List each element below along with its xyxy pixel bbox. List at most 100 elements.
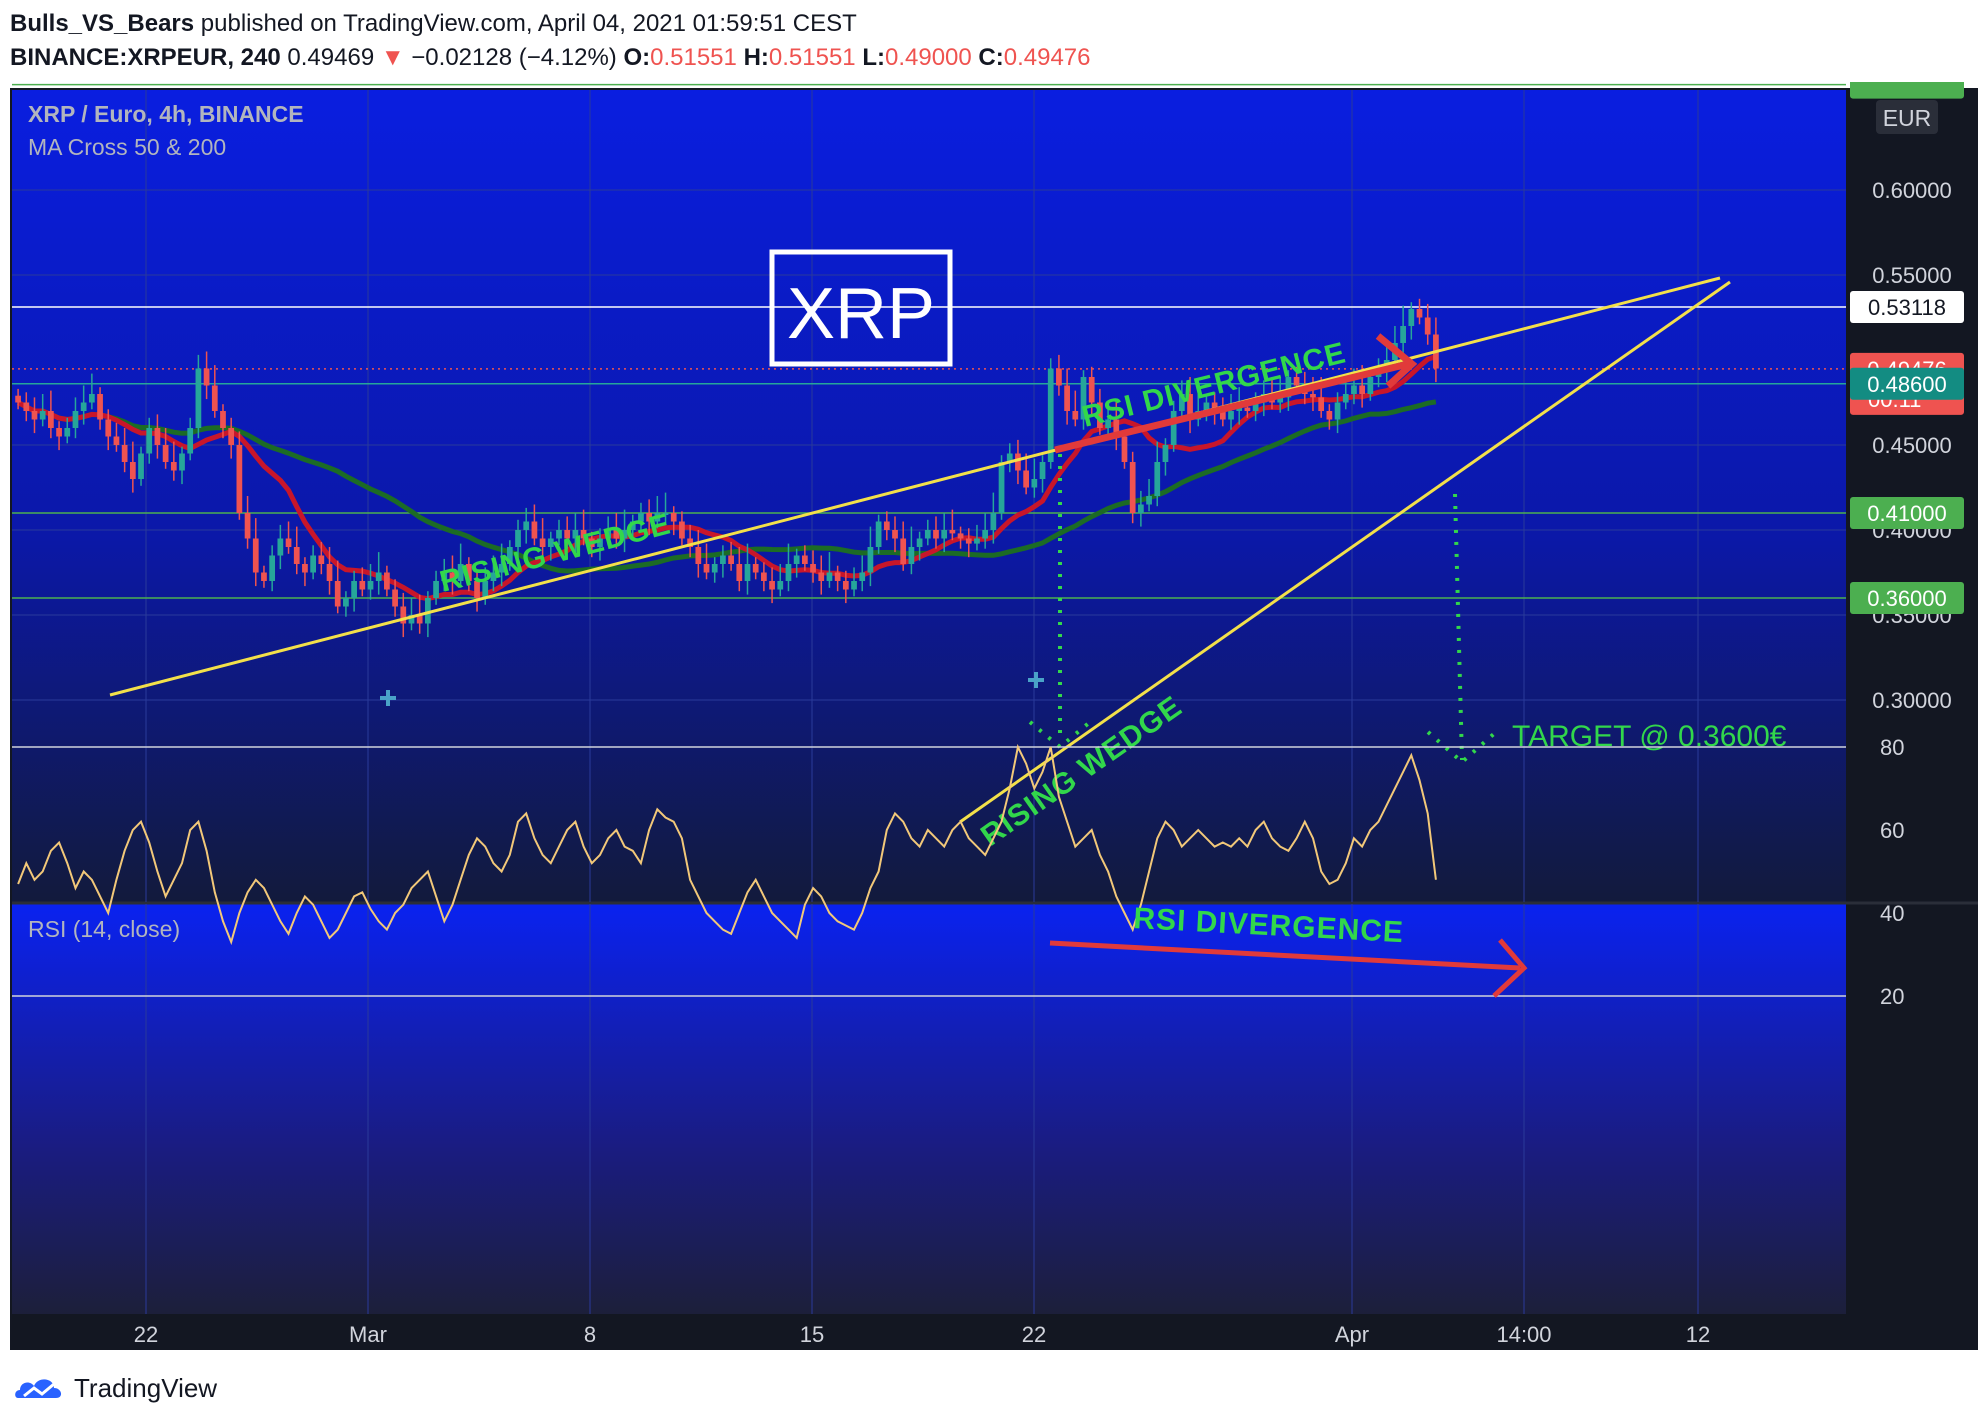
candle-body	[556, 530, 562, 539]
candle-body	[547, 538, 554, 547]
wedge-upper-line	[109, 276, 1721, 697]
candle-body	[97, 394, 103, 420]
currency-label: EUR	[1883, 105, 1932, 131]
candle-body	[621, 530, 628, 539]
candle-body	[170, 462, 177, 471]
candle-body	[1097, 402, 1103, 428]
candle-body	[400, 606, 407, 624]
low-value: 0.49000	[884, 44, 972, 71]
candle-body	[154, 428, 161, 445]
candle-body	[39, 411, 46, 420]
time-axis: 22 Mar 8 15 22 Apr 14:00 12	[134, 1322, 1710, 1347]
target-label: TARGET @ 0.3600€	[1512, 720, 1787, 753]
time-tick-label: 8	[584, 1322, 596, 1347]
candle-body	[539, 538, 546, 547]
candle-body	[1105, 419, 1111, 428]
rsi-tick-label: 80	[1880, 735, 1904, 760]
candle-body	[326, 564, 333, 581]
ma50-line	[16, 354, 1437, 602]
candle-body	[1129, 462, 1136, 513]
time-scale[interactable]	[12, 1314, 1978, 1350]
indicator-label[interactable]: MA Cross 50 & 200	[28, 134, 226, 160]
candle-body	[875, 521, 882, 547]
chart-title: XRP / Euro, 4h, BINANCE	[28, 101, 304, 127]
price-tag-label: 0.41000	[1867, 501, 1947, 526]
close-label: C:	[978, 44, 1004, 71]
candle-body	[695, 547, 702, 564]
candle-body	[1416, 309, 1423, 318]
candle-body	[457, 564, 464, 581]
candle-body	[1178, 394, 1185, 411]
brand-footer[interactable]: TradingView	[14, 1372, 217, 1404]
candle-body	[810, 564, 816, 573]
price-tick-label: 0.45000	[1872, 433, 1952, 458]
candle-body	[285, 538, 292, 547]
candle-body	[646, 513, 653, 522]
candle-body	[179, 453, 185, 471]
candle-body	[974, 538, 980, 544]
candle-body	[957, 533, 964, 539]
candle-body	[580, 530, 587, 539]
candle-body	[1351, 385, 1357, 394]
candle-body	[761, 572, 767, 581]
close-value: 0.49476	[1003, 44, 1091, 71]
candle-body	[1113, 419, 1120, 437]
author-name[interactable]: Bulls_VS_Bears	[10, 10, 195, 37]
candle-body	[867, 547, 874, 573]
price-pane	[12, 90, 1846, 902]
candle-body	[1211, 402, 1218, 411]
candle-body	[662, 513, 669, 515]
currency-badge-bg	[1876, 100, 1938, 134]
ma200-path	[16, 399, 1437, 574]
candle-body	[228, 428, 235, 445]
candle-body	[203, 368, 210, 386]
candle-body	[654, 513, 661, 522]
candle-body	[129, 462, 136, 479]
candle-body	[638, 513, 644, 522]
candle-body	[146, 428, 153, 454]
chart-canvas[interactable]: XRP RISING WEDGE RISING WEDGE RSI DIVERG…	[0, 82, 1988, 1362]
candle-body	[498, 564, 505, 573]
candle-body	[56, 428, 62, 437]
candle-body	[433, 581, 439, 598]
candle-body	[236, 445, 243, 513]
candle-body	[211, 385, 218, 411]
candle-body	[424, 598, 431, 624]
candle-body	[892, 530, 898, 539]
horizontal-levels	[12, 83, 1846, 599]
candle-body	[1326, 411, 1333, 420]
candle-body	[1039, 462, 1046, 479]
candle-body	[982, 530, 989, 539]
candle-body	[941, 530, 948, 539]
candle-body	[408, 615, 415, 624]
candle-body	[482, 581, 489, 598]
candle-body	[1252, 402, 1259, 411]
rsi-tick-label: 60	[1880, 818, 1904, 843]
rsi-tick-label: 40	[1880, 901, 1904, 926]
candle-body	[162, 445, 169, 462]
open-value: 0.51551	[650, 44, 737, 71]
vertical-grid	[145, 90, 1699, 1314]
candle-body	[1424, 317, 1431, 335]
rsi-legend[interactable]: RSI (14, close)	[28, 916, 180, 942]
candle-body	[187, 428, 194, 454]
time-tick-label: 12	[1686, 1322, 1710, 1347]
candle-body	[1244, 407, 1251, 411]
candle-body	[752, 564, 759, 573]
candle-body	[572, 530, 579, 539]
ma50-path	[16, 354, 1437, 602]
candle-body	[744, 564, 751, 581]
candle-body	[1031, 479, 1038, 488]
candle-body	[1367, 377, 1374, 394]
candle-body	[900, 538, 907, 564]
candle-body	[1293, 377, 1300, 386]
candle-body	[1285, 377, 1292, 398]
candle-body	[670, 513, 677, 522]
price-tick-label: 0.55000	[1872, 263, 1952, 288]
candle-body	[474, 581, 480, 598]
candle-body	[269, 555, 276, 581]
currency-badge[interactable]: EUR	[1876, 100, 1938, 134]
candle-body	[121, 445, 128, 462]
candle-body	[1342, 394, 1349, 403]
candle-body	[105, 419, 112, 437]
